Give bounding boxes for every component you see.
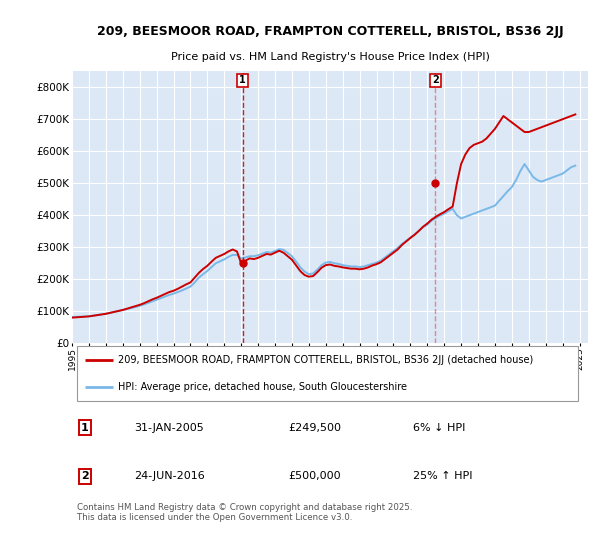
Text: 31-JAN-2005: 31-JAN-2005 [134,423,203,433]
Text: 2: 2 [81,472,89,481]
Text: 209, BEESMOOR ROAD, FRAMPTON COTTERELL, BRISTOL, BS36 2JJ (detached house): 209, BEESMOOR ROAD, FRAMPTON COTTERELL, … [118,354,533,365]
Text: 6% ↓ HPI: 6% ↓ HPI [413,423,465,433]
Text: HPI: Average price, detached house, South Gloucestershire: HPI: Average price, detached house, Sout… [118,382,407,393]
Text: 1: 1 [81,423,89,433]
Text: Contains HM Land Registry data © Crown copyright and database right 2025.
This d: Contains HM Land Registry data © Crown c… [77,503,413,522]
FancyBboxPatch shape [77,346,578,402]
Text: £500,000: £500,000 [289,472,341,481]
Text: 209, BEESMOOR ROAD, FRAMPTON COTTERELL, BRISTOL, BS36 2JJ: 209, BEESMOOR ROAD, FRAMPTON COTTERELL, … [97,25,563,38]
Text: 25% ↑ HPI: 25% ↑ HPI [413,472,472,481]
Text: 24-JUN-2016: 24-JUN-2016 [134,472,205,481]
Text: £249,500: £249,500 [289,423,342,433]
Text: 2: 2 [432,75,439,85]
Text: Price paid vs. HM Land Registry's House Price Index (HPI): Price paid vs. HM Land Registry's House … [170,52,490,62]
Text: 1: 1 [239,75,246,85]
